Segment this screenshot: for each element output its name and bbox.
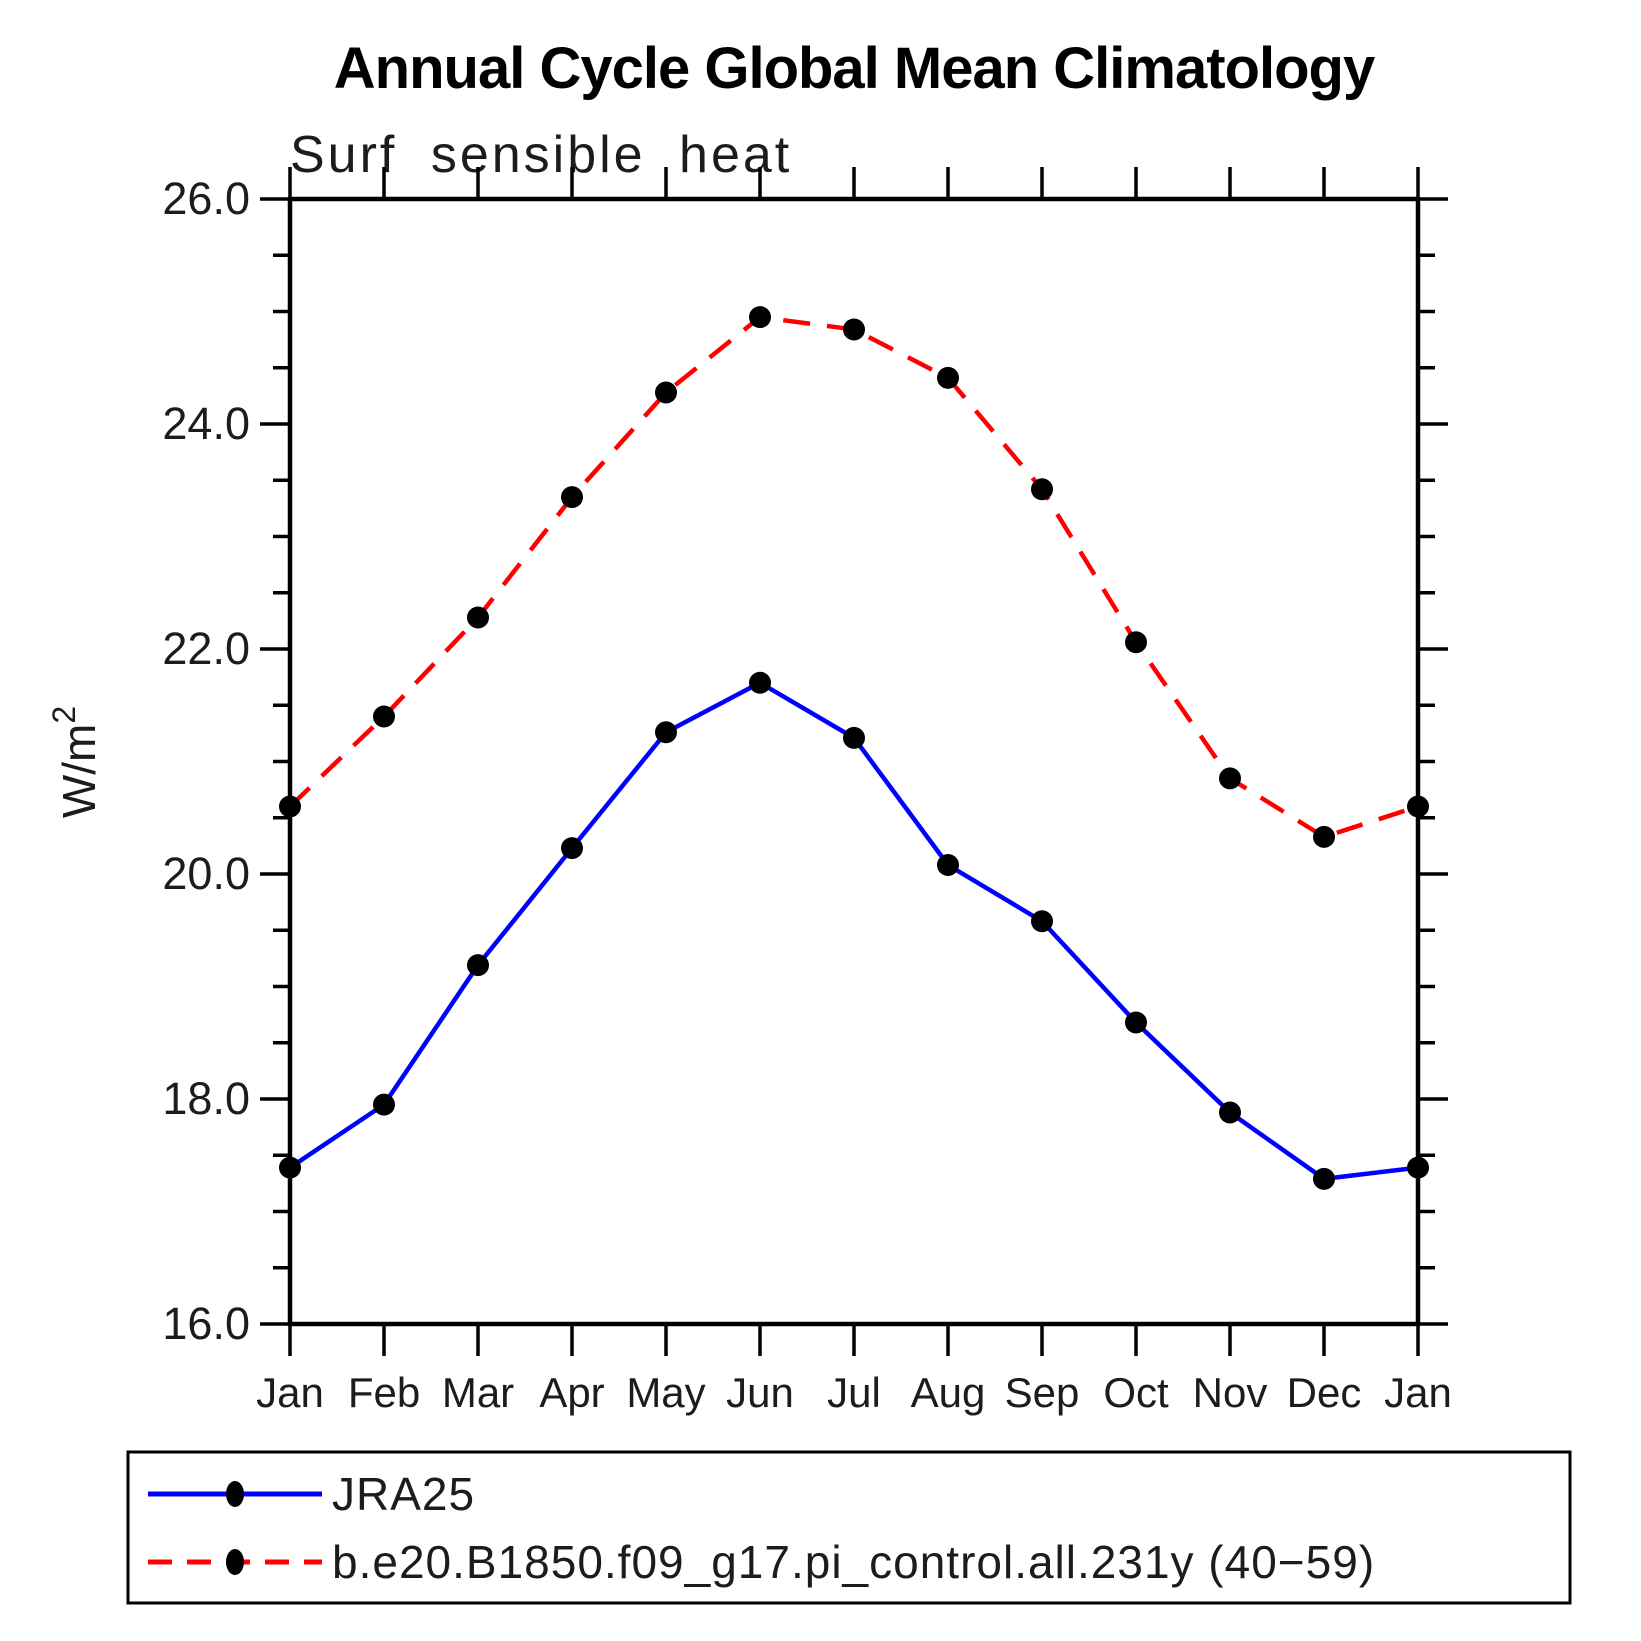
- x-tick-label: Feb: [348, 1369, 420, 1416]
- y-tick-label: 20.0: [162, 848, 250, 899]
- x-tick-label: May: [626, 1369, 705, 1416]
- data-point-marker: [937, 854, 959, 876]
- jra25-series-line: [288, 680, 1419, 1182]
- y-tick-label: 26.0: [162, 173, 250, 224]
- x-tick-label: Jan: [256, 1369, 324, 1416]
- x-tick-label: Oct: [1103, 1369, 1169, 1416]
- data-point-marker: [1313, 825, 1335, 848]
- data-point-marker: [1313, 1167, 1335, 1190]
- x-tick-label: Jun: [726, 1369, 794, 1416]
- x-tick-label: Aug: [911, 1369, 986, 1416]
- legend-label-model: b.e20.B1850.f09_g17.pi_control.all.231y …: [332, 1536, 1375, 1588]
- legend-marker-dot: [226, 1549, 244, 1575]
- y-tick-label: 16.0: [162, 1298, 250, 1349]
- y-tick-label: 18.0: [162, 1073, 250, 1124]
- data-point-marker: [1219, 1101, 1241, 1124]
- data-point-marker: [1125, 1011, 1147, 1034]
- x-tick-label: Sep: [1005, 1369, 1080, 1416]
- data-point-marker: [937, 366, 959, 389]
- legend-entry-model: b.e20.B1850.f09_g17.pi_control.all.231y …: [148, 1536, 1375, 1588]
- x-tick-label: Jul: [827, 1369, 881, 1416]
- legend: JRA25 b.e20.B1850.f09_g17.pi_control.all…: [126, 1450, 1572, 1605]
- y-axis-label: W/m2: [46, 706, 105, 818]
- data-point-marker: [467, 954, 489, 977]
- chart-title: Annual Cycle Global Mean Climatology: [334, 36, 1375, 101]
- x-tick-label: Apr: [539, 1369, 604, 1416]
- data-series-layer: [279, 306, 1429, 1190]
- x-tick-label: Dec: [1287, 1369, 1362, 1416]
- legend-box: [126, 1450, 1572, 1605]
- model-series-line: [288, 314, 1419, 840]
- data-point-marker: [749, 306, 771, 329]
- axis-tick-labels-layer: Jan Feb Mar Apr May Jun Jul Aug Sep Oct Nov Dec Jan1…: [162, 173, 1451, 1416]
- data-point-marker: [373, 705, 395, 728]
- legend-label-jra25: JRA25: [332, 1468, 475, 1520]
- data-point-marker: [843, 318, 865, 341]
- data-point-marker: [467, 606, 489, 629]
- x-tick-label: Jan: [1384, 1369, 1452, 1416]
- data-point-marker: [1125, 631, 1147, 654]
- plot-frame: [287, 196, 1421, 1327]
- y-axis-label-exponent: 2: [46, 706, 82, 724]
- data-point-marker: [655, 721, 677, 744]
- data-point-marker: [843, 726, 865, 749]
- data-point-marker: [1219, 767, 1241, 790]
- data-point-marker: [561, 486, 583, 509]
- chart-subtitle: Surf sensible heat: [290, 126, 792, 184]
- x-tick-label: Nov: [1193, 1369, 1268, 1416]
- data-point-marker: [749, 671, 771, 694]
- data-point-marker: [655, 381, 677, 404]
- x-tick-label: Mar: [442, 1369, 514, 1416]
- legend-entry-jra25: JRA25: [148, 1468, 475, 1520]
- data-point-marker: [1031, 910, 1053, 933]
- legend-marker-dot: [226, 1481, 244, 1507]
- data-point-marker: [561, 837, 583, 860]
- data-point-marker: [373, 1093, 395, 1116]
- axis-ticks-layer: [260, 167, 1448, 1356]
- y-axis-label-base: W/m: [53, 724, 105, 819]
- y-tick-label: 24.0: [162, 398, 250, 449]
- data-point-marker: [1031, 478, 1053, 501]
- y-tick-label: 22.0: [162, 623, 250, 674]
